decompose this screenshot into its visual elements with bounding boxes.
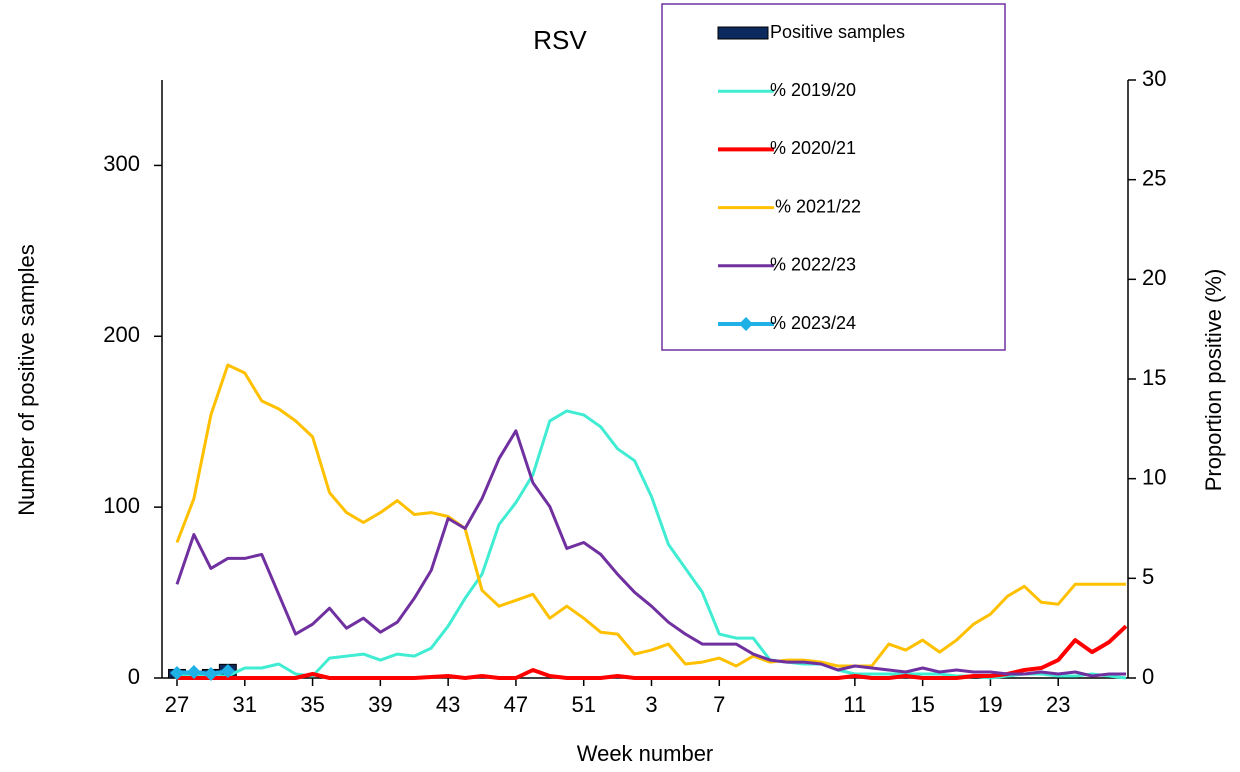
x-tick-label: 31	[233, 692, 257, 717]
x-tick-label: 35	[300, 692, 324, 717]
y2-tick-label: 30	[1142, 66, 1166, 91]
y2-tick-label: 0	[1142, 664, 1154, 689]
y-tick-label: 200	[103, 322, 140, 347]
legend-label: % 2021/22	[770, 196, 861, 216]
x-tick-label: 19	[978, 692, 1002, 717]
x-tick-label: 47	[504, 692, 528, 717]
y-axis-label: Number of positive samples	[14, 244, 39, 515]
x-tick-label: 7	[713, 692, 725, 717]
y2-tick-label: 15	[1142, 365, 1166, 390]
y2-tick-label: 10	[1142, 464, 1166, 489]
line	[177, 409, 1127, 680]
y-tick-label: 100	[103, 493, 140, 518]
marker	[170, 666, 184, 681]
y2-axis-label: Proportion positive (%)	[1201, 269, 1226, 492]
x-tick-label: 27	[165, 692, 189, 717]
x-tick-label: 11	[843, 692, 866, 717]
marker	[220, 664, 235, 679]
x-tick-label: 23	[1046, 692, 1070, 717]
x-axis-label: Week number	[577, 741, 714, 766]
legend-label: % 2020/21	[770, 138, 856, 158]
line	[176, 669, 229, 676]
legend-label: % 2022/23	[770, 255, 856, 275]
y-tick-label: 300	[103, 151, 140, 176]
x-tick-label: 39	[368, 692, 392, 717]
legend-box	[661, 3, 1006, 351]
marker	[186, 665, 201, 680]
legend-marker	[739, 317, 753, 331]
x-tick-label: 15	[910, 692, 934, 717]
line	[175, 429, 1126, 678]
legend-label: % 2019/20	[770, 80, 856, 100]
y2-tick-label: 5	[1142, 564, 1154, 589]
legend-label: % 2023/24	[770, 313, 856, 333]
x-tick-label: 43	[436, 692, 460, 717]
x-tick-label: 51	[571, 692, 595, 717]
line	[175, 363, 1126, 668]
chart-title: RSV	[533, 25, 587, 55]
y-tick-label: 0	[128, 664, 140, 689]
line	[177, 624, 1128, 680]
marker	[203, 667, 218, 682]
legend-label: Positive samples	[770, 22, 905, 42]
x-tick-label: 3	[645, 692, 657, 717]
y2-tick-label: 25	[1142, 165, 1166, 190]
legend-swatch	[717, 26, 769, 40]
y2-tick-label: 20	[1142, 265, 1166, 290]
